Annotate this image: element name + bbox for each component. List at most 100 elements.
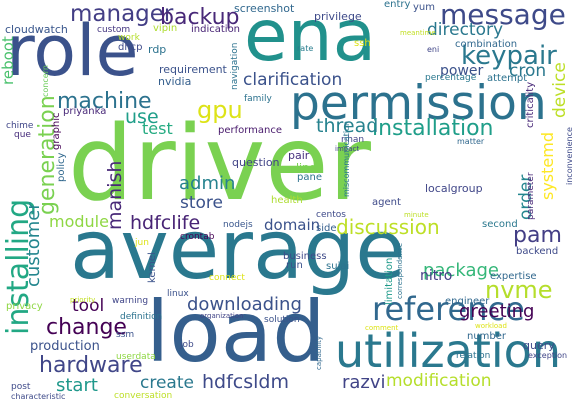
word-average: average (70, 203, 406, 298)
word-que: que (14, 130, 31, 140)
word-vipin: vipin (153, 23, 178, 34)
word-dhcp: dhcp (118, 42, 143, 53)
word-greeting: greeting (459, 301, 535, 322)
word-driver: driver (68, 104, 372, 224)
word-kernel: kernel (147, 252, 158, 283)
word-inconvenience: inconvenience (565, 127, 574, 185)
word-entry: entry (384, 0, 411, 10)
word-performance: performance (218, 125, 283, 136)
word-change: change (46, 315, 127, 340)
word-power: power (440, 63, 484, 79)
word-meantime: meantime (400, 29, 436, 37)
word-combination: combination (455, 39, 518, 50)
word-conversation: conversation (114, 391, 173, 401)
word-rdp: rdp (148, 43, 167, 56)
word-post: post (11, 382, 31, 392)
word-customer: customer (23, 202, 44, 287)
word-impact: impact (335, 145, 360, 153)
word-priority: priority (70, 296, 96, 304)
word-comment: comment (365, 324, 399, 332)
word-razvi: razvi (342, 372, 386, 393)
word-limitation: limitation (384, 257, 395, 305)
word-crontab: crontab (180, 232, 215, 242)
word-organization: organization (200, 312, 244, 320)
word-directory: directory (427, 20, 504, 40)
word-priyanka: priyanka (63, 106, 107, 117)
word-pane: pane (297, 172, 322, 183)
word-eni: eni (427, 45, 440, 54)
word-production: production (30, 339, 100, 354)
word-nodejs: nodejs (223, 220, 253, 230)
word-warning: warning (112, 296, 149, 306)
word-attempt: attempt (487, 73, 528, 84)
word-localgroup: localgroup (425, 182, 483, 195)
word-tool: tool (72, 296, 105, 316)
word-backend: backend (516, 246, 559, 257)
word-module: module (49, 212, 109, 231)
word-rate: rate (297, 44, 314, 53)
word-discussion: discussion (336, 215, 440, 239)
word-ena: ena (244, 0, 377, 77)
word-installation: installation (372, 116, 494, 141)
word-chime: chime (6, 121, 34, 131)
word-ssm: ssm (116, 330, 135, 340)
word-manish: manish (104, 160, 126, 230)
word-relation: relation (456, 351, 491, 361)
word-query: query (523, 339, 555, 352)
word-family: family (244, 94, 272, 104)
word-systemd: systemd (538, 132, 557, 200)
word-indication: indication (191, 24, 241, 35)
word-jun: jun (135, 238, 149, 248)
word-job: job (180, 340, 194, 350)
word-manager: manager (70, 1, 174, 27)
word-test: test (142, 119, 173, 138)
word-domain: domain (264, 216, 321, 234)
word-modification: modification (386, 371, 492, 391)
word-start: start (56, 375, 98, 396)
word-question: question (232, 156, 280, 169)
word-rihan: rihan (341, 135, 365, 145)
word-message: message (440, 0, 566, 31)
word-capability: capability (315, 335, 323, 370)
word-number: number (467, 331, 507, 342)
word-device: device (550, 62, 570, 118)
word-characteristic: characteristic (11, 392, 66, 401)
word-gpu: gpu (197, 96, 243, 124)
word-hdfcsldm: hdfcsldm (202, 371, 289, 393)
word-role: role (6, 10, 139, 92)
word-custom: custom (97, 25, 131, 35)
word-agent: agent (372, 197, 401, 208)
word-matter: matter (457, 137, 485, 146)
word-machine: machine (57, 89, 152, 114)
word-engineer: engineer (445, 296, 490, 307)
word-workload: workload (475, 322, 507, 330)
word-linux: linux (167, 289, 189, 299)
word-miscommunication: miscommunication (342, 120, 351, 197)
word-health: health (271, 195, 303, 206)
word-backup: backup (160, 5, 240, 30)
word-thread: thread (316, 115, 379, 137)
word-pam: pam (513, 223, 562, 248)
word-connect: connect (209, 273, 245, 283)
word-correspondence: correspondence (396, 242, 404, 299)
word-load: load (146, 283, 326, 381)
word-solution: solution (264, 315, 300, 325)
word-admin: admin (179, 173, 236, 194)
word-reboot: reboot (0, 36, 17, 85)
word-navigation: navigation (230, 42, 240, 90)
word-nvme: nvme (485, 276, 553, 304)
word-run: run (286, 260, 303, 271)
word-userdata: userdata (116, 352, 156, 362)
word-yum: yum (413, 2, 435, 13)
word-permission: permission (290, 76, 547, 131)
word-nvidia: nvidia (158, 75, 192, 88)
word-sujai: sujai (326, 261, 350, 272)
word-side: side (316, 223, 337, 234)
word-cloudwatch: cloudwatch (5, 23, 68, 36)
word-minute: minute (404, 211, 429, 219)
word-hardware: hardware (39, 353, 143, 378)
word-privilege: privilege (314, 10, 362, 23)
word-screenshot: screenshot (234, 2, 295, 15)
word-concern: concern (41, 65, 50, 97)
